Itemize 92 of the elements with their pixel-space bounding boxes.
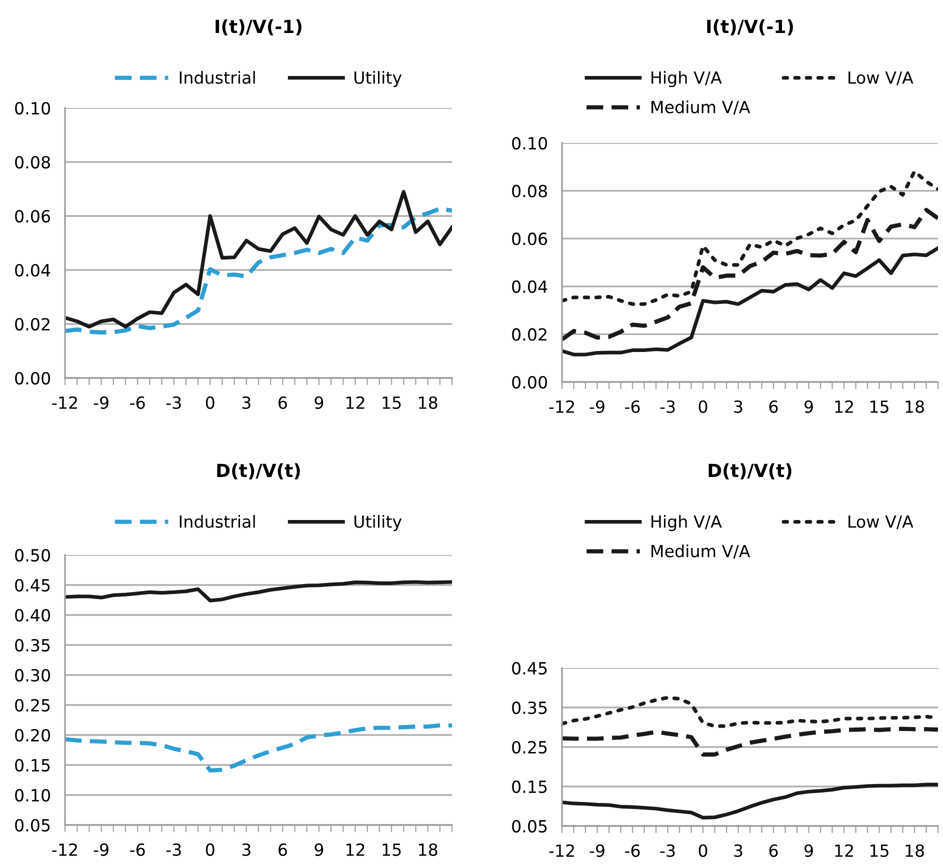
legend-label: Low V/A	[848, 516, 914, 530]
y-tick-label: 0.04	[15, 264, 50, 277]
x-tick-label: -3	[166, 396, 181, 409]
legend-label: Utility	[354, 71, 402, 88]
x-tick-label: 18	[906, 844, 924, 857]
y-tick-label: 0.08	[15, 156, 50, 169]
legend-label: High V/A	[652, 515, 722, 532]
x-tick-label: 3	[734, 844, 742, 857]
y-tick-label: 0.05	[512, 820, 547, 833]
x-tick-label: -3	[166, 843, 181, 856]
y-tick-label: 0.10	[15, 102, 50, 115]
y-tick-label: 0.10	[512, 136, 548, 150]
y-tick-label: 0.40	[15, 608, 50, 622]
x-tick-label: -9	[94, 396, 108, 409]
chart-title: I(t)/V(-1)	[707, 19, 793, 36]
y-tick-label: 0.00	[15, 372, 50, 385]
y-tick-label: 0.45	[512, 662, 547, 675]
y-tick-label: 0.05	[15, 818, 50, 832]
line-series	[65, 206, 452, 334]
chart-title: I(t)/V(-1)	[216, 19, 302, 36]
line-series	[562, 782, 938, 820]
x-tick-label: 12	[835, 844, 853, 857]
x-tick-label: 6	[278, 396, 287, 409]
legend-label: Medium V/A	[652, 544, 750, 559]
y-tick-label: 0.30	[15, 668, 50, 682]
x-tick-label: 3	[734, 400, 742, 413]
y-tick-label: 0.20	[15, 728, 50, 742]
y-tick-label: 0.02	[512, 328, 546, 341]
chart-title: D(t)/V(t)	[217, 463, 300, 480]
y-tick-label: 0.35	[512, 701, 547, 714]
line-series	[65, 723, 452, 772]
x-tick-label: 15	[382, 396, 401, 409]
y-tick-label: 0.04	[512, 280, 548, 293]
y-tick-label: 0.06	[512, 232, 548, 246]
legend-label: Utility	[354, 515, 402, 532]
x-tick-label: 6	[769, 844, 778, 857]
x-tick-label: 6	[278, 843, 287, 856]
x-tick-label: -3	[660, 844, 675, 857]
x-tick-label: -6	[130, 396, 145, 409]
y-tick-label: 0.10	[15, 788, 50, 802]
x-tick-label: 0	[698, 844, 708, 857]
x-tick-label: -12	[52, 843, 77, 856]
legend-label: High V/A	[652, 71, 722, 88]
x-tick-label: 12	[346, 396, 364, 409]
y-tick-label: 0.15	[512, 780, 547, 794]
legend-label: Industrial	[180, 71, 255, 84]
y-tick-label: 0.25	[15, 698, 50, 712]
x-tick-label: 9	[314, 843, 324, 856]
y-tick-label: 0.50	[15, 548, 50, 562]
x-tick-label: 18	[906, 400, 924, 413]
x-tick-label: 15	[870, 844, 888, 857]
x-tick-label: -12	[52, 396, 77, 409]
x-tick-label: 3	[242, 843, 250, 856]
x-tick-label: -9	[590, 400, 604, 413]
x-tick-label: 18	[419, 396, 438, 409]
legend-label: Medium V/A	[652, 100, 750, 115]
x-tick-label: 12	[835, 400, 853, 413]
line-series	[562, 726, 938, 757]
x-tick-label: 9	[314, 396, 324, 409]
y-tick-label: 0.00	[512, 376, 548, 389]
x-tick-label: -6	[625, 400, 640, 413]
x-tick-label: 18	[419, 843, 438, 856]
chart-title: D(t)/V(t)	[708, 463, 792, 480]
x-tick-label: 0	[698, 400, 708, 413]
x-tick-label: -6	[625, 844, 640, 857]
legend-label: Low V/A	[848, 72, 914, 86]
x-tick-label: 15	[870, 400, 888, 413]
y-tick-label: 0.02	[15, 318, 50, 331]
x-tick-label: -12	[549, 400, 574, 413]
x-tick-label: 0	[206, 396, 214, 409]
x-tick-label: -6	[130, 843, 145, 856]
y-tick-label: 0.08	[512, 184, 547, 198]
x-tick-label: 12	[346, 843, 364, 856]
line-series	[65, 190, 452, 329]
x-tick-label: 9	[804, 400, 813, 413]
y-tick-label: 0.06	[15, 210, 50, 223]
x-tick-label: 3	[242, 396, 250, 409]
line-series	[65, 580, 452, 602]
y-tick-label: 0.25	[512, 740, 547, 754]
y-tick-label: 0.45	[15, 578, 50, 592]
x-tick-label: 9	[804, 844, 813, 857]
x-tick-label: 15	[382, 844, 401, 856]
legend-label: Industrial	[180, 515, 255, 528]
y-tick-label: 0.15	[15, 758, 50, 772]
x-tick-label: -9	[94, 843, 108, 856]
x-tick-label: -3	[660, 400, 675, 413]
x-tick-label: 0	[206, 843, 214, 856]
y-tick-label: 0.35	[15, 638, 50, 652]
x-tick-label: -12	[549, 844, 574, 857]
x-tick-label: -9	[590, 844, 604, 857]
line-series	[562, 246, 938, 356]
x-tick-label: 6	[769, 400, 778, 413]
